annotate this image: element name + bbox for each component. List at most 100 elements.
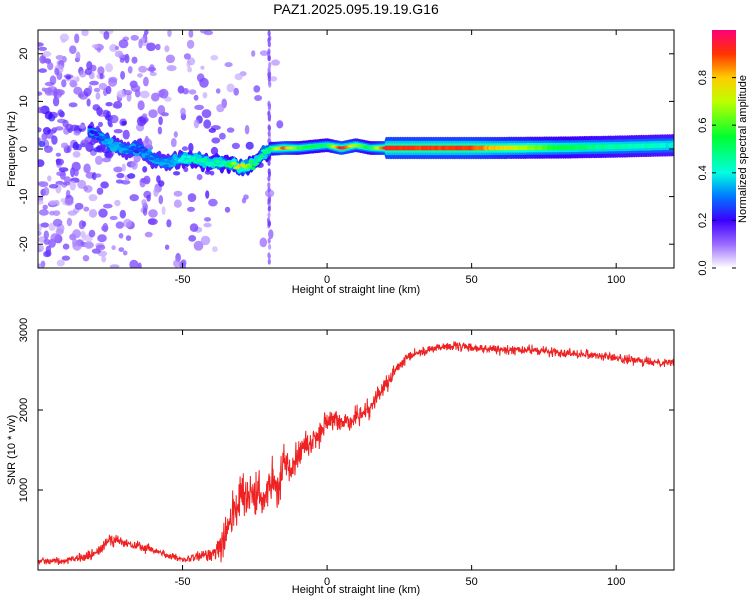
spectrogram-noise-blob (158, 88, 169, 99)
colorbar-label: Normalized spectral amplitude (737, 75, 749, 223)
spectrogram-noise-blob (97, 66, 105, 76)
spectrogram-ridge-cell (670, 142, 674, 148)
spectrogram-noise-blob (38, 244, 44, 253)
spectrogram-noise-blob (82, 255, 90, 262)
spectrogram-noise-blob (96, 187, 104, 195)
spectrogram-ridge-cell (257, 157, 263, 161)
spectrogram-noise-blob (53, 88, 63, 99)
spectrogram-noise-blob (38, 42, 44, 47)
spectrogram-noise-blob (148, 209, 158, 218)
spectrogram-noise-blob (120, 70, 126, 80)
spectrogram-noise-blob (173, 259, 181, 268)
snr-x-tick-label: 100 (607, 576, 625, 588)
spectrogram-noise-blob (173, 190, 183, 197)
spectrogram-y-tick-label: 0 (18, 146, 30, 152)
spectrogram-noise-blob (153, 187, 159, 197)
spectrogram-noise-blob (108, 76, 118, 83)
spectrogram-noise-blob (118, 247, 125, 253)
spectrogram-noise-blob (99, 73, 104, 80)
spectrogram-noise-blob (123, 89, 133, 96)
spectrogram-noise-blob (121, 163, 126, 172)
spectrogram-noise-blob (180, 259, 187, 267)
spectrogram-ridge-cell (169, 162, 175, 166)
spectrogram-x-axis-label: Height of straight line (km) (292, 284, 420, 296)
spectrogram-noise-blob (137, 100, 145, 111)
spectrogram-noise-blob (205, 190, 210, 199)
spectrogram-noise-blob (38, 209, 49, 216)
spectrogram-noise-blob (54, 67, 60, 76)
spectrogram-ridge-cell (247, 165, 253, 169)
spectrogram-noise-blob (276, 120, 284, 129)
spectrogram-streak-blob (267, 258, 271, 265)
spectrogram-noise-blob (138, 65, 148, 73)
spectrogram-ridge-cell (144, 155, 150, 158)
spectrogram-noise-blob (103, 31, 110, 40)
spectrogram-ridge-cell (262, 153, 268, 160)
spectrogram-ridge-cell (163, 164, 169, 168)
spectrogram-noise-blob (61, 255, 71, 261)
spectrogram-noise-blob (83, 185, 93, 193)
spectrogram-noise-blob (50, 233, 61, 242)
spectrogram-noise-blob (68, 102, 78, 108)
spectrogram-noise-blob (79, 124, 86, 129)
spectrogram-noise-blob (204, 170, 211, 175)
spectrogram-noise-blob (105, 63, 113, 73)
spectrogram-ridge-cell (264, 151, 270, 154)
spectrogram-streak-blob (267, 197, 272, 203)
spectrogram-noise-blob (118, 39, 129, 49)
spectrogram-noise-blob (108, 123, 113, 128)
spectrogram-noise-blob (113, 166, 123, 173)
spectrogram-noise-blob (193, 240, 204, 251)
spectrogram-noise-blob (44, 111, 53, 120)
spectrogram-noise-blob (38, 159, 45, 167)
spectrogram-noise-blob (73, 86, 83, 95)
spectrogram-noise-blob (193, 119, 200, 129)
spectrogram-noise-blob (43, 145, 53, 153)
spectrogram-noise-blob (170, 138, 177, 148)
spectrogram-noise-blob (72, 241, 82, 251)
spectrogram-noise-blob (41, 87, 47, 92)
spectrogram-noise-blob (103, 203, 113, 209)
spectrogram-noise-blob (101, 255, 107, 263)
spectrogram-noise-blob (51, 135, 58, 145)
spectrogram-ridge-cell (160, 159, 166, 163)
spectrogram-streak-blob (267, 125, 271, 132)
snr-plot-area (38, 330, 674, 570)
spectrogram-frame (37, 29, 675, 269)
spectrogram-noise-blob (116, 172, 125, 179)
spectrogram-noise-blob (57, 109, 64, 117)
spectrogram-noise-blob (69, 180, 77, 191)
spectrogram-noise-blob (114, 50, 124, 58)
spectrogram-noise-blob (47, 175, 52, 182)
spectrogram-noise-blob (138, 38, 143, 49)
spectrogram-streak-blob (267, 186, 271, 193)
spectrogram-noise-blob (142, 138, 153, 149)
spectrogram-noise-blob (164, 244, 170, 250)
spectrogram-noise-blob (38, 91, 43, 96)
spectrogram-noise-blob (64, 198, 74, 206)
spectrogram-noise-blob (38, 68, 47, 73)
spectrogram-noise-blob (72, 141, 79, 151)
colorbar-tick-label: 0.6 (697, 118, 709, 133)
spectrogram-noise-blob (55, 152, 62, 157)
spectrogram-noise-blob (120, 180, 131, 185)
spectrogram-streak-blob (267, 30, 271, 37)
spectrogram-noise-blob (215, 88, 221, 94)
spectrogram-noise-blob (158, 195, 164, 205)
spectrogram-noise-blob (233, 87, 239, 96)
spectrogram-noise-blob (173, 131, 178, 138)
spectrogram-noise-blob (187, 193, 197, 203)
spectrogram-noise-blob (42, 51, 52, 57)
spectrogram-noise-blob (130, 84, 141, 93)
spectrogram-noise-blob (226, 83, 235, 93)
spectrogram-noise-blob (200, 30, 208, 34)
spectrogram-noise-blob (74, 202, 84, 210)
spectrogram-noise-blob (38, 140, 46, 147)
spectrogram-noise-blob (254, 95, 263, 101)
spectrogram-noise-blob (157, 105, 166, 115)
spectrogram-noise-blob (42, 204, 48, 210)
spectrogram-noise-blob (244, 124, 250, 135)
spectrogram-noise-blob (127, 66, 133, 74)
spectrogram-noise-blob (38, 46, 47, 52)
spectrogram-ridge-cell (219, 163, 225, 167)
